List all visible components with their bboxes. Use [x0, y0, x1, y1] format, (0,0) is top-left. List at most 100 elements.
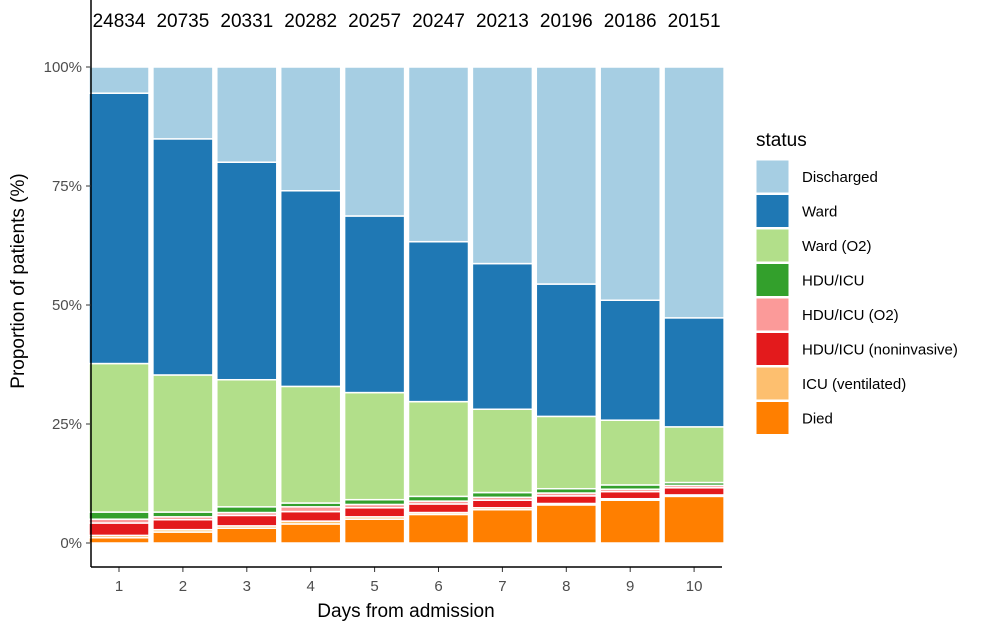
x-tick-label: 3 — [243, 578, 251, 595]
bar-segment-discharged-day-4 — [279, 66, 342, 192]
legend-swatch — [755, 228, 790, 263]
count-label: 20247 — [412, 11, 465, 32]
count-label: 20186 — [604, 11, 657, 32]
legend: status Discharged Ward Ward (O2) HDU/ICU HDU… — [755, 130, 958, 435]
legend-label: Discharged — [802, 169, 878, 186]
bar-segment-ward-o2--day-3 — [216, 378, 278, 508]
bar-segment-died-day-8 — [535, 504, 598, 544]
count-label: 20213 — [476, 11, 529, 32]
legend-label: HDU/ICU (O2) — [802, 307, 899, 324]
bar-segment-hdu-icu-noninvasive--day-7 — [471, 499, 534, 509]
count-label: 20331 — [220, 11, 273, 32]
bar-segment-ward-day-8 — [535, 283, 598, 418]
legend-swatch — [755, 297, 790, 332]
bar-segment-discharged-day-10 — [663, 66, 725, 319]
bar-segment-died-day-7 — [471, 508, 534, 544]
bar-segment-hdu-icu-day-1 — [88, 511, 150, 520]
count-label: 20735 — [156, 11, 209, 32]
x-tick-label: 6 — [434, 578, 442, 595]
bar-segment-ward-o2--day-2 — [152, 374, 214, 513]
y-tick-label: 50% — [52, 297, 82, 314]
bar-segment-ward-o2--day-4 — [279, 385, 342, 504]
bar-segment-hdu-icu-noninvasive--day-9 — [599, 490, 661, 500]
bar-segment-hdu-icu-noninvasive--day-10 — [663, 487, 725, 496]
legend-label: HDU/ICU — [802, 273, 865, 290]
bar-segment-discharged-day-5 — [343, 66, 406, 217]
legend-swatch — [755, 263, 790, 297]
bar-segment-ward-o2--day-6 — [407, 400, 470, 498]
bar-segment-died-day-2 — [152, 531, 214, 544]
count-label: 20282 — [284, 11, 337, 32]
bar-segment-hdu-icu-noninvasive--day-8 — [535, 495, 598, 505]
legend-label: Died — [802, 411, 833, 428]
count-labels: 24834 20735 20331 20282 20257 20247 20213 20196… — [93, 11, 721, 32]
bar-segment-ward-o2--day-10 — [663, 426, 725, 484]
bar-segment-died-day-6 — [407, 513, 470, 544]
y-axis-title: Proportion of patients (%) — [8, 173, 29, 388]
bar-segment-discharged-day-3 — [216, 66, 278, 163]
bar-segment-ward-day-7 — [471, 262, 534, 410]
bar-segment-hdu-icu-day-3 — [216, 506, 278, 514]
bar-segment-ward-o2--day-8 — [535, 415, 598, 490]
bar-segment-discharged-day-8 — [535, 66, 598, 285]
bar-segment-hdu-icu-noninvasive--day-5 — [343, 507, 406, 518]
bar-segment-hdu-icu-noninvasive--day-4 — [279, 510, 342, 522]
axes: 1 2 3 4 5 6 7 8 9 100%25%50%75%100% — [44, 0, 722, 595]
legend-swatch — [755, 332, 790, 366]
bar-segment-discharged-day-2 — [152, 66, 214, 140]
bar-segment-ward-o2--day-9 — [599, 419, 661, 486]
x-tick-label: 10 — [686, 578, 703, 595]
count-label: 20257 — [348, 11, 401, 32]
x-tick-label: 4 — [307, 578, 315, 595]
bar-segment-ward-day-6 — [407, 240, 470, 403]
x-tick-label: 7 — [498, 578, 506, 595]
legend-title: status — [756, 130, 807, 151]
bar-segment-hdu-icu-noninvasive--day-3 — [216, 514, 278, 527]
legend-swatch — [755, 366, 790, 401]
x-axis-title: Days from admission — [317, 601, 494, 622]
bar-segment-hdu-icu-noninvasive--day-1 — [88, 522, 150, 537]
bar-segment-died-day-3 — [216, 527, 278, 544]
y-tick-label: 100% — [44, 59, 82, 76]
bar-segment-ward-day-3 — [216, 161, 278, 381]
bar-segment-ward-o2--day-1 — [88, 362, 150, 513]
bar-segment-discharged-day-9 — [599, 66, 661, 301]
legend-label: Ward — [802, 204, 837, 221]
x-tick-label: 8 — [562, 578, 570, 595]
legend-swatch — [755, 401, 790, 435]
bar-area — [88, 66, 725, 544]
bar-segment-died-day-10 — [663, 495, 725, 544]
count-label: 20196 — [540, 11, 593, 32]
bar-segment-died-day-1 — [88, 537, 150, 544]
legend-swatch — [755, 194, 790, 228]
count-label: 24834 — [93, 11, 146, 32]
y-tick-label: 0% — [60, 535, 82, 552]
bar-segment-hdu-icu-noninvasive--day-2 — [152, 518, 214, 531]
legend-swatch — [755, 159, 790, 194]
legend-label: ICU (ventilated) — [802, 376, 906, 393]
bar-segment-ward-day-4 — [279, 190, 342, 388]
bar-segment-ward-day-5 — [343, 215, 406, 394]
bar-segment-discharged-day-1 — [88, 66, 150, 94]
bar-segment-ward-o2--day-7 — [471, 408, 534, 494]
x-tick-label: 5 — [370, 578, 378, 595]
count-label: 20151 — [668, 11, 721, 32]
x-tick-label: 1 — [115, 578, 123, 595]
bar-segment-discharged-day-6 — [407, 66, 470, 243]
bar-segment-ward-day-2 — [152, 138, 214, 376]
bar-segment-ward-o2--day-5 — [343, 391, 406, 501]
y-tick-label: 25% — [52, 416, 82, 433]
legend-label: Ward (O2) — [802, 238, 871, 255]
x-tick-label: 2 — [179, 578, 187, 595]
bar-segment-died-day-5 — [343, 518, 406, 544]
bar-segment-discharged-day-7 — [471, 66, 534, 265]
bar-segment-ward-day-1 — [88, 92, 150, 365]
y-tick-label: 75% — [52, 178, 82, 195]
bar-segment-ward-day-10 — [663, 317, 725, 428]
bar-segment-died-day-9 — [599, 499, 661, 544]
bar-segment-ward-day-9 — [599, 299, 661, 421]
bar-segment-died-day-4 — [279, 523, 342, 544]
bar-segment-hdu-icu-noninvasive--day-6 — [407, 503, 470, 514]
x-tick-label: 9 — [626, 578, 634, 595]
